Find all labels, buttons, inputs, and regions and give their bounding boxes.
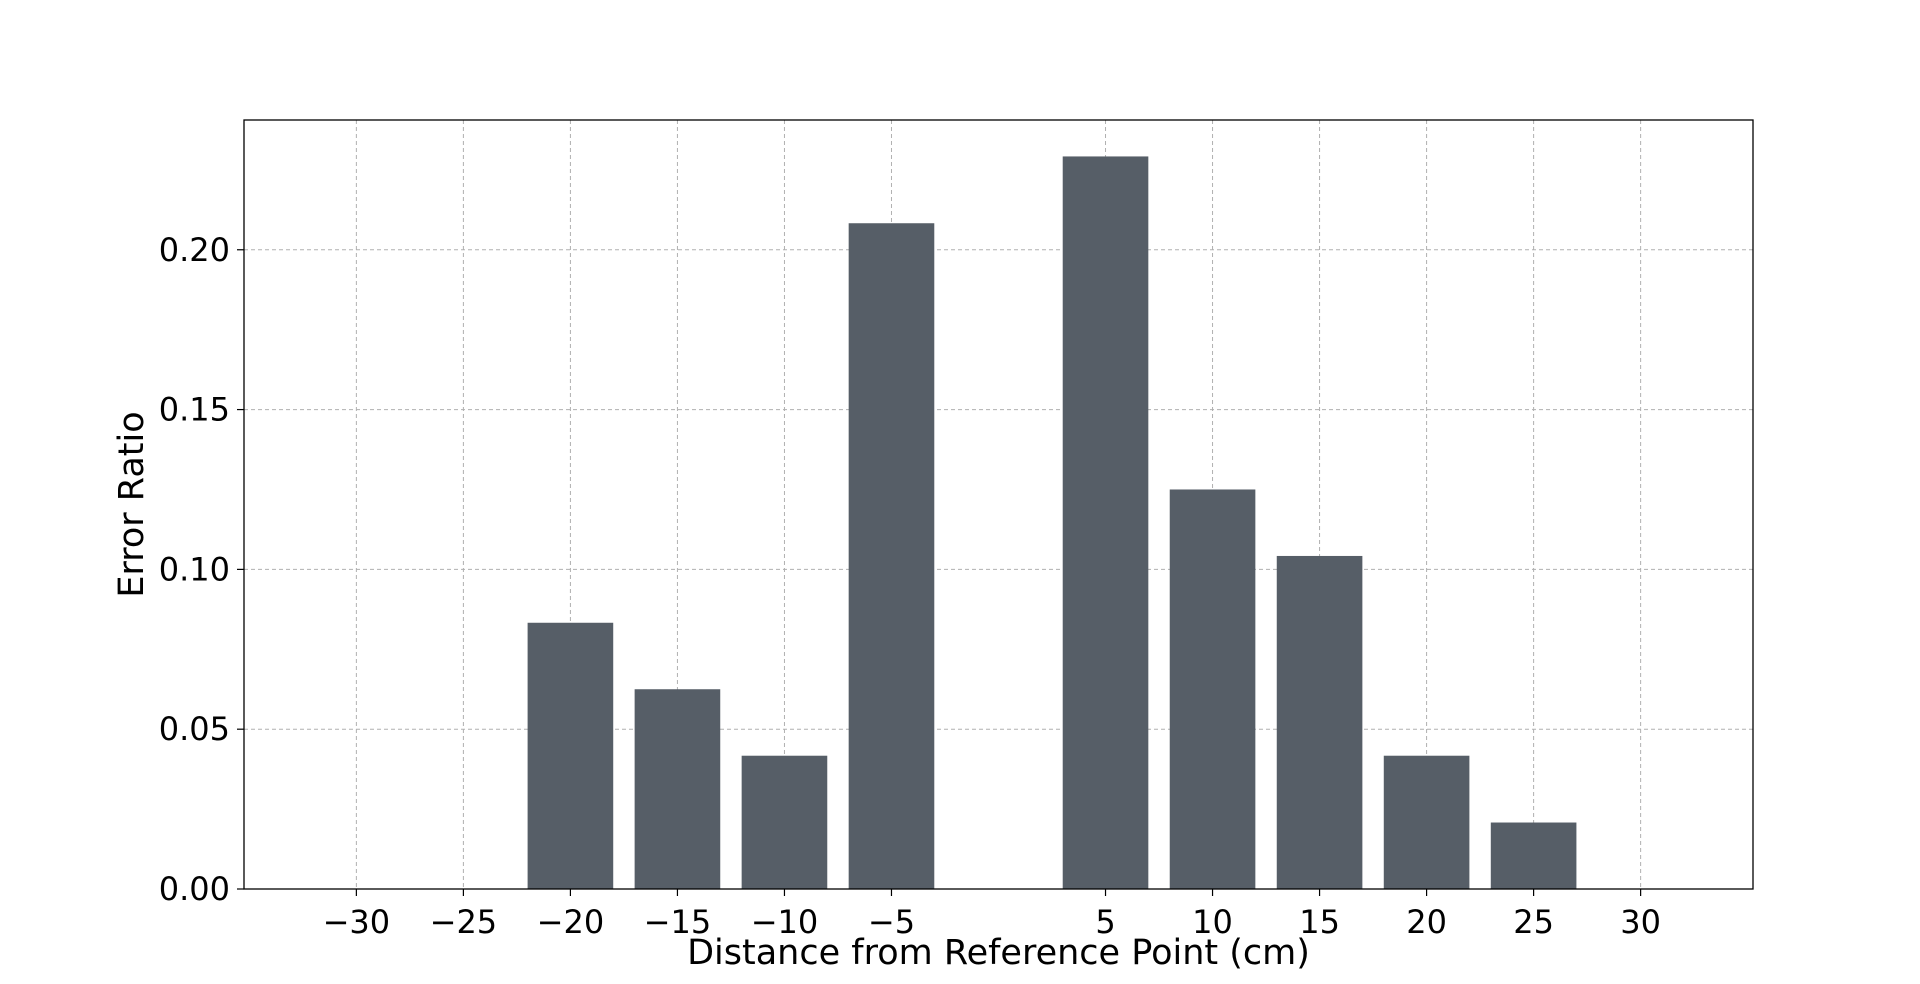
bar <box>1383 755 1470 889</box>
bar <box>848 223 935 889</box>
x-tick-label: −25 <box>430 903 498 941</box>
ticks-layer <box>237 249 1642 896</box>
bar <box>1490 822 1577 889</box>
tick-labels-layer: −30 −25 −20 −15 −10 −5 5 10 15 20 25 30 0.00 0.05 0.10… <box>159 231 1661 941</box>
bar <box>527 622 614 889</box>
bar <box>1169 489 1256 889</box>
bar <box>1062 156 1149 889</box>
x-tick-label: −30 <box>323 903 391 941</box>
x-tick-label: 15 <box>1299 903 1340 941</box>
y-tick-label: 0.15 <box>159 391 230 429</box>
x-tick-label: −20 <box>537 903 605 941</box>
x-tick-label: 10 <box>1192 903 1233 941</box>
x-tick-label: 5 <box>1095 903 1115 941</box>
grid-layer <box>244 120 1753 890</box>
x-tick-label: −15 <box>644 903 712 941</box>
y-axis-title: Error Ratio <box>112 411 152 597</box>
bar <box>1276 555 1363 889</box>
x-tick-label: −5 <box>868 903 915 941</box>
bars-layer <box>527 156 1577 889</box>
y-tick-label: 0.00 <box>159 870 230 908</box>
x-axis-title: Distance from Reference Point (cm) <box>687 933 1310 973</box>
y-tick-label: 0.10 <box>159 550 230 588</box>
y-tick-label: 0.05 <box>159 710 230 748</box>
y-tick-label: 0.20 <box>159 231 230 269</box>
bar <box>634 689 721 889</box>
x-tick-label: 25 <box>1513 903 1554 941</box>
x-tick-label: 30 <box>1620 903 1661 941</box>
plot-frame <box>243 119 1754 890</box>
x-tick-label: 20 <box>1406 903 1447 941</box>
x-tick-label: −10 <box>751 903 819 941</box>
bar <box>741 755 828 889</box>
